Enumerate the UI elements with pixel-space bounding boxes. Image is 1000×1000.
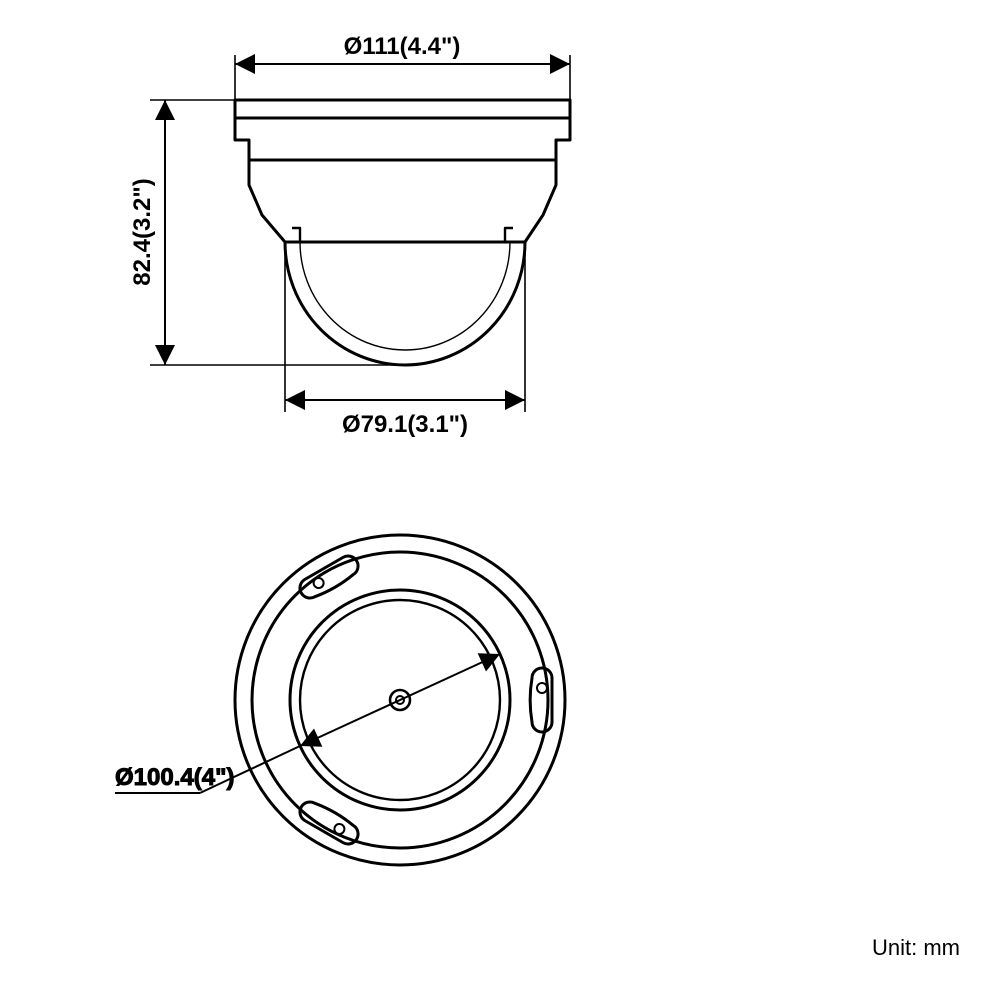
mount-lugs	[296, 552, 552, 847]
unit-label: Unit: mm	[872, 935, 960, 960]
dim-mount-diameter-label: Ø100.4(4")	[115, 764, 234, 791]
dome-outline	[285, 242, 525, 365]
dim-top-diameter: Ø111(4.4")	[235, 33, 570, 100]
dim-height: 82.4(3.2")	[129, 100, 395, 365]
bottom-view: Ø100.4(4")	[115, 535, 565, 865]
dim-mount-diameter: Ø100.4(4")	[115, 654, 500, 793]
dim-top-diameter-label: Ø111(4.4")	[344, 33, 461, 60]
dim-dome-diameter-label: Ø79.1(3.1")	[342, 411, 468, 438]
dim-dome-diameter: Ø79.1(3.1")	[285, 248, 525, 438]
camera-body-outline	[235, 100, 570, 242]
dimension-drawing: Ø111(4.4") 82.4(3.2")	[0, 0, 1000, 1000]
side-view: Ø111(4.4") 82.4(3.2")	[129, 33, 570, 438]
dim-height-label: 82.4(3.2")	[129, 178, 156, 285]
